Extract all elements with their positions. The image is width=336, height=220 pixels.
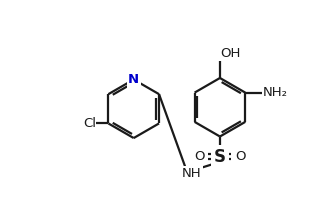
- Text: O: O: [194, 150, 204, 163]
- Text: O: O: [236, 150, 246, 163]
- Text: NH₂: NH₂: [263, 86, 288, 99]
- Text: Cl: Cl: [83, 117, 96, 130]
- Text: N: N: [128, 73, 139, 86]
- Text: OH: OH: [221, 47, 241, 60]
- Text: S: S: [214, 148, 226, 165]
- Text: NH: NH: [182, 167, 201, 180]
